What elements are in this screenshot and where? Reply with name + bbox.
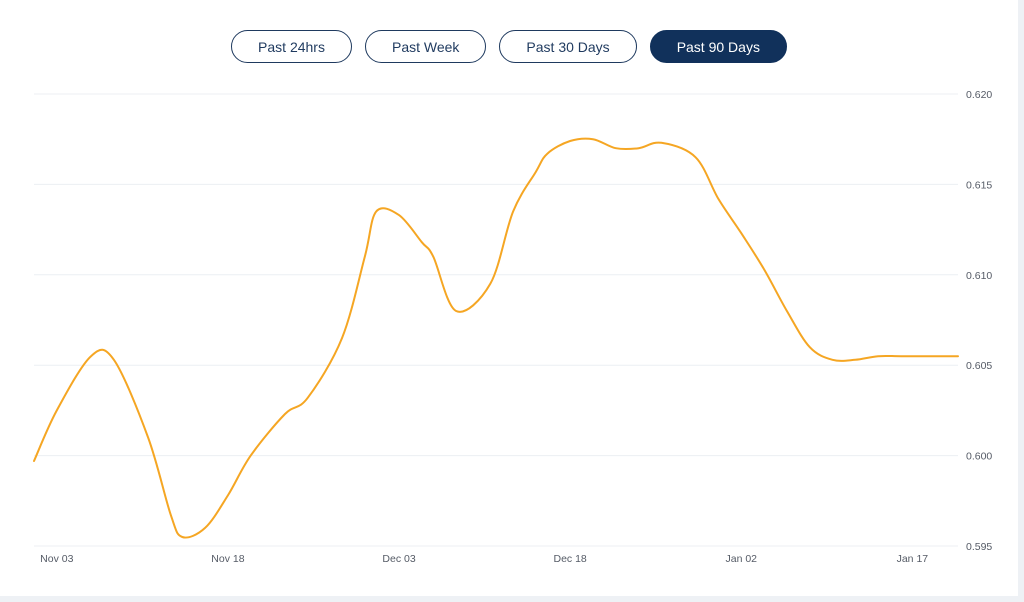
- past-90-days-button[interactable]: Past 90 Days: [649, 30, 787, 63]
- y-tick-label: 0.605: [966, 360, 992, 372]
- x-tick-label: Nov 03: [40, 553, 73, 565]
- x-tick-label: Dec 18: [554, 553, 587, 565]
- y-tick-label: 0.610: [966, 270, 992, 282]
- series-line-price: [33, 137, 959, 539]
- x-tick-label: Nov 18: [211, 553, 244, 565]
- x-tick-label: Dec 03: [382, 553, 415, 565]
- y-tick-label: 0.620: [966, 89, 992, 101]
- past-30-days-button[interactable]: Past 30 Days: [499, 30, 637, 63]
- past-24hrs-button[interactable]: Past 24hrs: [231, 30, 352, 63]
- y-tick-label: 0.595: [966, 541, 992, 553]
- x-tick-label: Jan 02: [725, 553, 757, 565]
- y-tick-label: 0.615: [966, 179, 992, 191]
- past-week-button[interactable]: Past Week: [364, 30, 487, 63]
- time-range-selector: Past 24hrs Past Week Past 30 Days Past 9…: [0, 30, 1018, 63]
- x-tick-label: Jan 17: [897, 553, 929, 565]
- y-tick-label: 0.600: [966, 451, 992, 463]
